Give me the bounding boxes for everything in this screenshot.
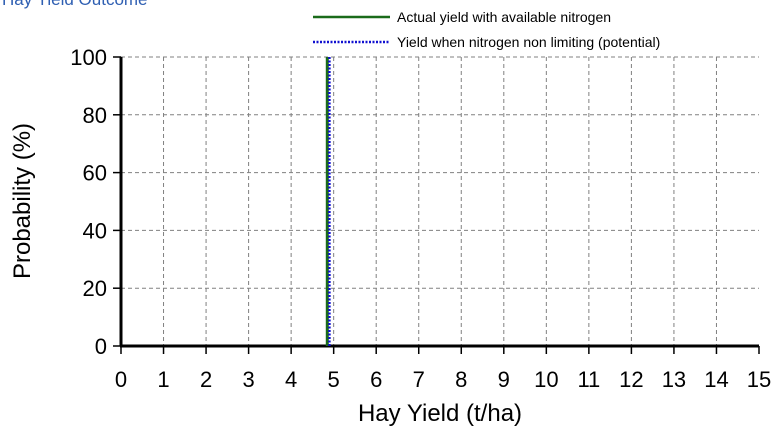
y-tick-label: 60	[83, 161, 107, 186]
x-tick-label: 5	[328, 367, 340, 392]
x-tick-label: 14	[704, 367, 728, 392]
x-tick-label: 2	[200, 367, 212, 392]
x-tick-label: 0	[115, 367, 127, 392]
x-tick-label: 3	[242, 367, 254, 392]
y-tick-label: 20	[83, 276, 107, 301]
y-tick-label: 40	[83, 218, 107, 243]
x-tick-label: 6	[370, 367, 382, 392]
x-tick-label: 7	[413, 367, 425, 392]
chart-title: Hay Yield Outcome	[2, 0, 148, 10]
grid-lines	[121, 56, 759, 346]
x-tick-label: 8	[455, 367, 467, 392]
axes	[113, 56, 760, 354]
series-lines	[325, 57, 331, 346]
x-tick-label: 1	[157, 367, 169, 392]
y-tick-label: 100	[70, 45, 107, 70]
y-axis-label: Probability (%)	[9, 123, 36, 279]
x-tick-label: 11	[577, 367, 600, 392]
x-tick-label: 15	[747, 367, 771, 392]
x-axis-label: Hay Yield (t/ha)	[358, 400, 522, 427]
legend-label-1: Actual yield with available nitrogen	[397, 9, 611, 25]
x-tick-label: 9	[498, 367, 510, 392]
x-tick-label: 10	[534, 367, 558, 392]
legend: Actual yield with available nitrogen Yiel…	[313, 9, 660, 50]
x-tick-label: 4	[285, 367, 297, 392]
y-tick-label: 80	[83, 103, 107, 128]
legend-label-2: Yield when nitrogen non limiting (potent…	[397, 34, 660, 50]
x-tick-label: 13	[662, 367, 686, 392]
y-tick-label: 0	[95, 334, 107, 359]
x-tick-label: 12	[619, 367, 643, 392]
